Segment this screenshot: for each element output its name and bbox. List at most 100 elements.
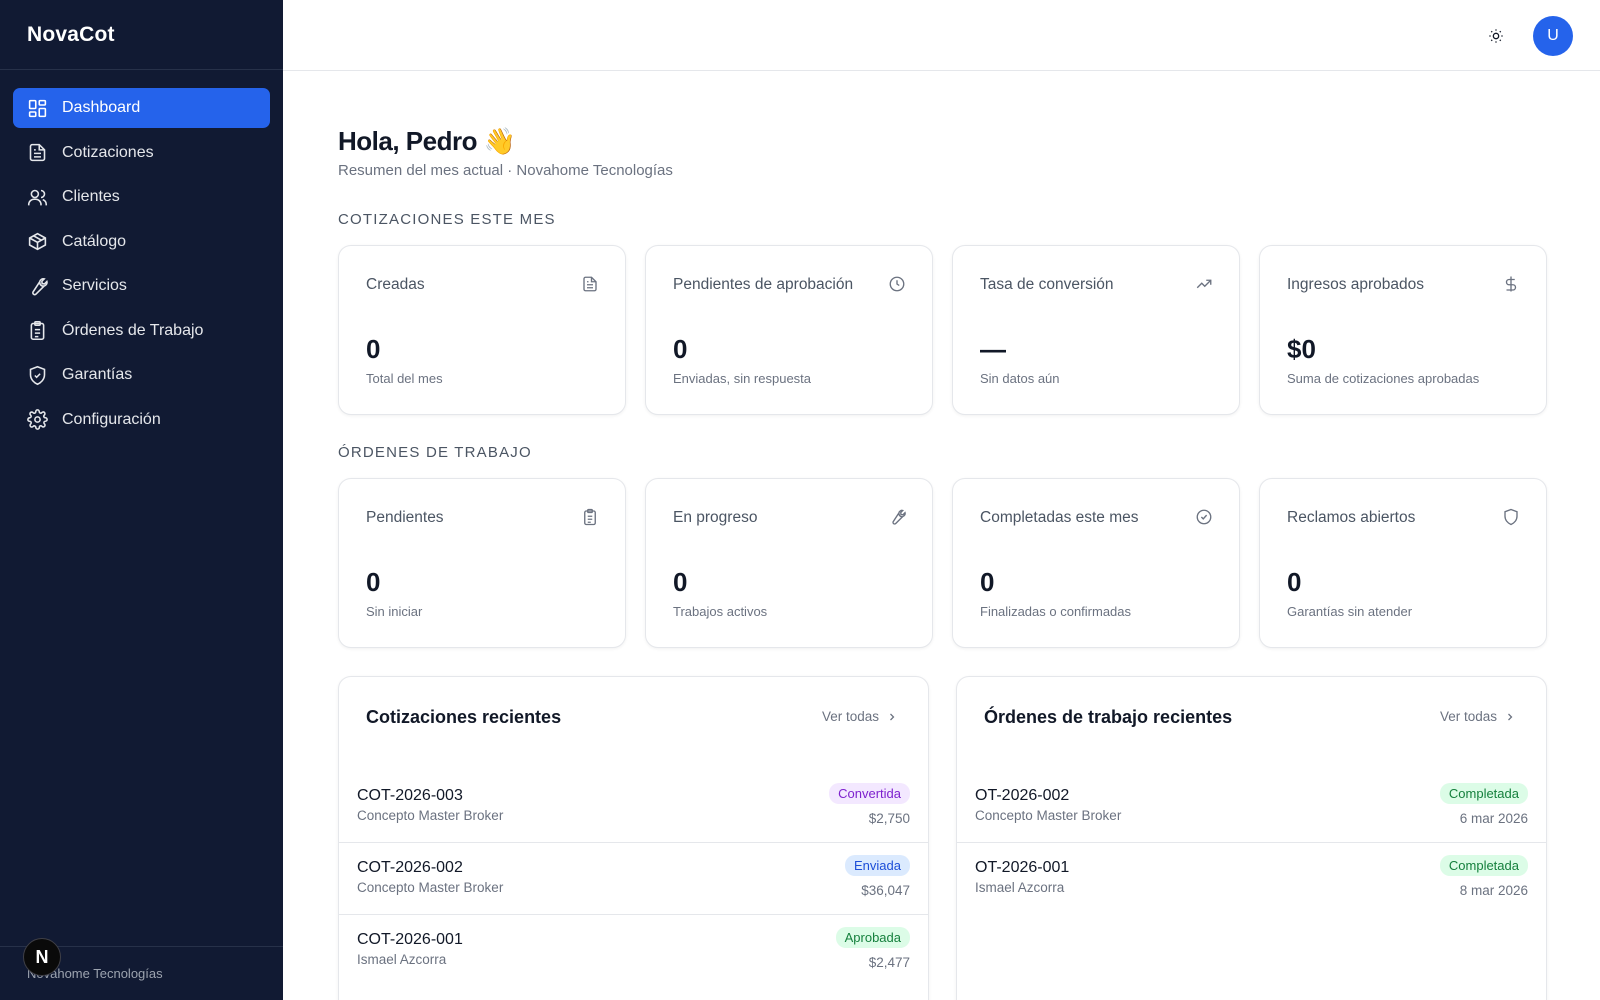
chevron-right-icon [890, 713, 895, 720]
recent-quotes-panel: Cotizaciones recientes Ver todas COT-202… [338, 676, 929, 1000]
stat-desc: Trabajos activos [673, 604, 768, 619]
recent-quotes-list: COT-2026-003 Concepto Master Broker Conv… [339, 771, 928, 987]
client-name: Ismael Azcorra [975, 880, 1065, 895]
stat-card-reclamos-abiertos[interactable]: Reclamos abiertos 0 Garantías sin atende… [1259, 478, 1547, 648]
wrench-icon [892, 509, 906, 525]
page-title: Hola, Pedro 👋 [338, 126, 516, 156]
trending-up-icon [1196, 279, 1212, 289]
stat-desc: Sin iniciar [366, 604, 423, 619]
sidebar-item-servicios[interactable]: Servicios [13, 266, 270, 306]
sidebar-item-label: Configuración [62, 410, 161, 428]
sidebar: NovaCot Dashboard Cotizaciones Clientes … [0, 0, 283, 1000]
sidebar-footer: Novahome Tecnologías [0, 946, 283, 1000]
stat-label: En progreso [673, 509, 758, 526]
sidebar-item-label: Catálogo [62, 232, 127, 250]
sidebar-item-dashboard[interactable]: Dashboard [13, 88, 270, 128]
list-item[interactable]: COT-2026-002 Concepto Master Broker Envi… [339, 843, 928, 915]
client-name: Concepto Master Broker [975, 808, 1122, 823]
stat-value: $0 [1287, 334, 1316, 364]
list-item[interactable]: OT-2026-001 Ismael Azcorra Completada 8 … [957, 843, 1546, 915]
sidebar-nav: Dashboard Cotizaciones Clientes Catálogo… [0, 70, 283, 440]
avatar[interactable]: U [1533, 16, 1573, 56]
sidebar-item-catalogo[interactable]: Catálogo [13, 222, 270, 262]
stat-value: 0 [366, 334, 381, 364]
sidebar-item-configuracion[interactable]: Configuración [13, 400, 270, 440]
client-name: Concepto Master Broker [357, 808, 504, 823]
list-item[interactable]: OT-2026-002 Concepto Master Broker Compl… [957, 771, 1546, 843]
quote-code: COT-2026-001 [357, 931, 463, 948]
stat-desc: Total del mes [366, 371, 443, 386]
file-icon [583, 276, 597, 292]
sidebar-item-garantias[interactable]: Garantías [13, 355, 270, 395]
stat-card-pendientes-aprobacion[interactable]: Pendientes de aprobación 0 Enviadas, sin… [645, 245, 933, 415]
theme-toggle-button[interactable] [1484, 24, 1508, 48]
view-all-quotes-link[interactable]: Ver todas [822, 709, 898, 724]
stat-label: Pendientes [366, 509, 444, 526]
check-circle-icon [1196, 509, 1212, 525]
document-icon [29, 143, 46, 162]
stat-desc: Garantías sin atender [1287, 604, 1413, 619]
sidebar-item-ordenes[interactable]: Órdenes de Trabajo [13, 311, 270, 351]
shield-icon [29, 365, 46, 385]
sidebar-item-cotizaciones[interactable]: Cotizaciones [13, 133, 270, 173]
sidebar-item-label: Órdenes de Trabajo [62, 321, 204, 339]
list-item[interactable]: COT-2026-001 Ismael Azcorra Aprobada $2,… [339, 915, 928, 987]
sidebar-item-label: Dashboard [62, 99, 141, 116]
recent-orders-list: OT-2026-002 Concepto Master Broker Compl… [957, 771, 1546, 915]
order-date: 6 mar 2026 [1459, 811, 1528, 826]
stat-desc: Enviadas, sin respuesta [673, 371, 812, 386]
view-all-orders-link[interactable]: Ver todas [1440, 709, 1516, 724]
clock-icon [889, 276, 905, 292]
stat-card-en-progreso[interactable]: En progreso 0 Trabajos activos [645, 478, 933, 648]
sidebar-item-label: Cotizaciones [62, 143, 154, 161]
stat-card-tasa-conversion[interactable]: Tasa de conversión — Sin datos aún [952, 245, 1240, 415]
stat-label: Completadas este mes [980, 509, 1139, 526]
status-badge: Aprobada [835, 927, 910, 948]
panel-title: Cotizaciones recientes [366, 707, 562, 727]
gear-icon [27, 409, 48, 430]
client-name: Ismael Azcorra [357, 952, 447, 967]
clipboard-icon [584, 508, 596, 526]
status-badge: Enviada [845, 855, 910, 876]
stat-value: 0 [980, 567, 995, 597]
wrench-icon [32, 277, 48, 295]
users-icon [27, 189, 48, 205]
quote-code: COT-2026-003 [357, 787, 463, 804]
quote-amount: $2,477 [868, 955, 910, 970]
order-date: 8 mar 2026 [1459, 883, 1528, 898]
stat-card-completadas[interactable]: Completadas este mes 0 Finalizadas o con… [952, 478, 1240, 648]
dashboard-icon [28, 99, 47, 117]
sidebar-item-label: Clientes [62, 188, 120, 205]
stat-desc: Suma de cotizaciones aprobadas [1287, 371, 1480, 386]
stat-value: 0 [1287, 567, 1302, 597]
stat-card-pendientes[interactable]: Pendientes 0 Sin iniciar [338, 478, 626, 648]
quote-amount: $2,750 [868, 811, 910, 826]
clipboard-icon [30, 320, 45, 341]
order-code: OT-2026-002 [975, 787, 1070, 804]
sun-icon [1489, 29, 1503, 43]
stat-label: Tasa de conversión [980, 276, 1114, 293]
chevron-right-icon [1508, 713, 1513, 720]
stat-value: 0 [673, 567, 688, 597]
quote-code: COT-2026-002 [357, 859, 463, 876]
stat-desc: Finalizadas o confirmadas [980, 604, 1132, 619]
company-name: Novahome Tecnologías [27, 966, 163, 981]
sidebar-item-label: Servicios [62, 277, 127, 294]
stat-value: — [980, 334, 1006, 364]
app-logo[interactable]: NovaCot [0, 0, 283, 70]
sidebar-item-clientes[interactable]: Clientes [13, 177, 270, 217]
quote-amount: $36,047 [861, 883, 910, 898]
recent-orders-panel: Órdenes de trabajo recientes Ver todas O… [956, 676, 1547, 1000]
topbar [283, 0, 1600, 71]
stat-label: Creadas [366, 276, 425, 293]
stat-card-creadas[interactable]: Creadas 0 Total del mes [338, 245, 626, 415]
stat-card-ingresos-aprobados[interactable]: Ingresos aprobados $0 Suma de cotizacion… [1259, 245, 1547, 415]
status-badge: Completada [1439, 783, 1528, 804]
list-item[interactable]: COT-2026-003 Concepto Master Broker Conv… [339, 771, 928, 843]
dev-badge[interactable]: N [23, 938, 61, 976]
status-badge: Completada [1439, 855, 1528, 876]
dollar-icon [1505, 276, 1517, 292]
stat-label: Pendientes de aprobación [673, 276, 854, 293]
section-title-quotes: COTIZACIONES ESTE MES [338, 211, 556, 228]
status-badge: Convertida [829, 783, 910, 804]
